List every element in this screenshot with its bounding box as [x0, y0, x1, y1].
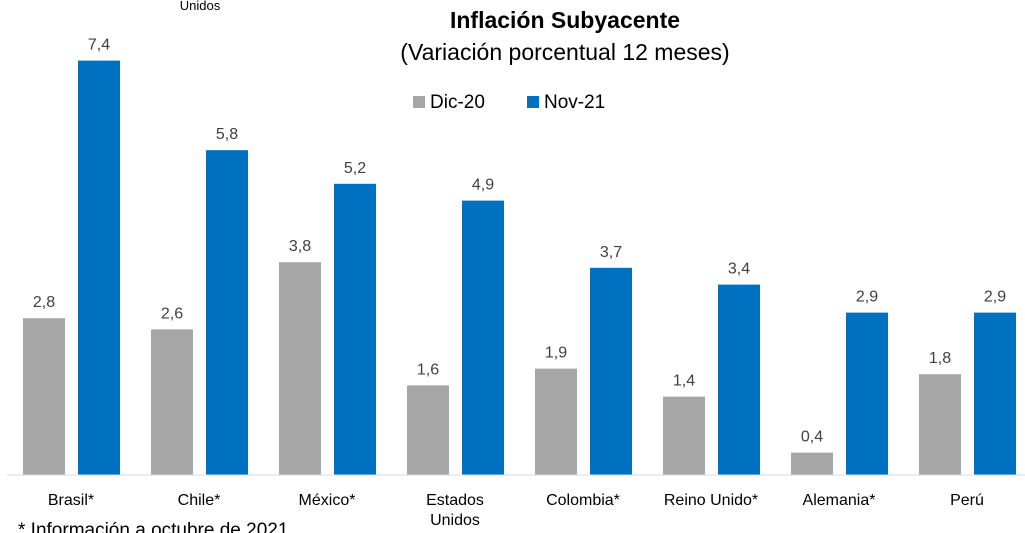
value-label: 5,2 — [344, 160, 366, 177]
value-label: 3,7 — [600, 244, 622, 261]
bar — [334, 183, 376, 476]
value-label: 2,9 — [984, 289, 1006, 306]
x-tick-label: Colombia* — [546, 492, 620, 509]
value-label: 1,4 — [673, 373, 695, 390]
legend-swatch — [413, 96, 425, 108]
chart-title: Inflación Subyacente — [450, 7, 680, 33]
legend-swatch — [527, 96, 539, 108]
x-tick-label-line: Brasil* — [48, 492, 94, 509]
bar — [919, 374, 961, 475]
value-label: 2,8 — [33, 294, 55, 311]
x-tick-label: Perú — [950, 492, 984, 509]
bar — [407, 385, 449, 475]
bar — [535, 368, 577, 475]
bar — [718, 284, 760, 475]
value-label: 3,8 — [289, 238, 311, 255]
x-tick-label-line: México* — [299, 492, 356, 509]
value-label: 2,6 — [161, 305, 183, 322]
x-tick-label: México* — [299, 492, 356, 509]
bar — [78, 60, 120, 475]
x-tick-label-line: Estados — [426, 492, 484, 509]
legend-label: Dic-20 — [430, 92, 485, 113]
value-label: 3,4 — [728, 261, 750, 278]
bar — [974, 312, 1016, 475]
chart-subtitle: (Variación porcentual 12 meses) — [400, 39, 729, 65]
x-tick-label: Estados Unidos — [426, 492, 484, 529]
value-label: 4,9 — [472, 177, 494, 194]
x-tick-label: Alemania* — [803, 492, 876, 509]
bar — [23, 318, 65, 475]
x-tick-label-line: Reino Unido* — [664, 492, 758, 509]
top-fragment: Unidos — [180, 0, 221, 13]
value-label: 2,9 — [856, 289, 878, 306]
bar — [462, 200, 504, 475]
footnote: * Información a octubre de 2021 — [18, 520, 288, 533]
x-tick-label: Reino Unido* — [664, 492, 758, 509]
bar — [846, 312, 888, 475]
x-tick-label-line: Unidos — [430, 512, 480, 529]
x-tick-label-line: Alemania* — [803, 492, 876, 509]
value-label: 1,9 — [545, 345, 567, 362]
x-tick-label-line: Perú — [950, 492, 984, 509]
value-label: 0,4 — [801, 429, 823, 446]
bar — [279, 262, 321, 475]
bar — [663, 396, 705, 475]
bar — [590, 267, 632, 475]
bar — [791, 452, 833, 475]
value-label: 1,8 — [929, 350, 951, 367]
x-tick-label: Brasil* — [48, 492, 94, 509]
legend-label: Nov-21 — [544, 92, 605, 113]
x-tick-label-line: Colombia* — [546, 492, 620, 509]
value-label: 1,6 — [417, 361, 439, 378]
value-label: 7,4 — [88, 37, 110, 54]
bar — [151, 329, 193, 475]
x-tick-label-line: Chile* — [178, 492, 221, 509]
x-tick-label: Chile* — [178, 492, 221, 509]
bar — [206, 150, 248, 475]
value-label: 5,8 — [216, 126, 238, 143]
